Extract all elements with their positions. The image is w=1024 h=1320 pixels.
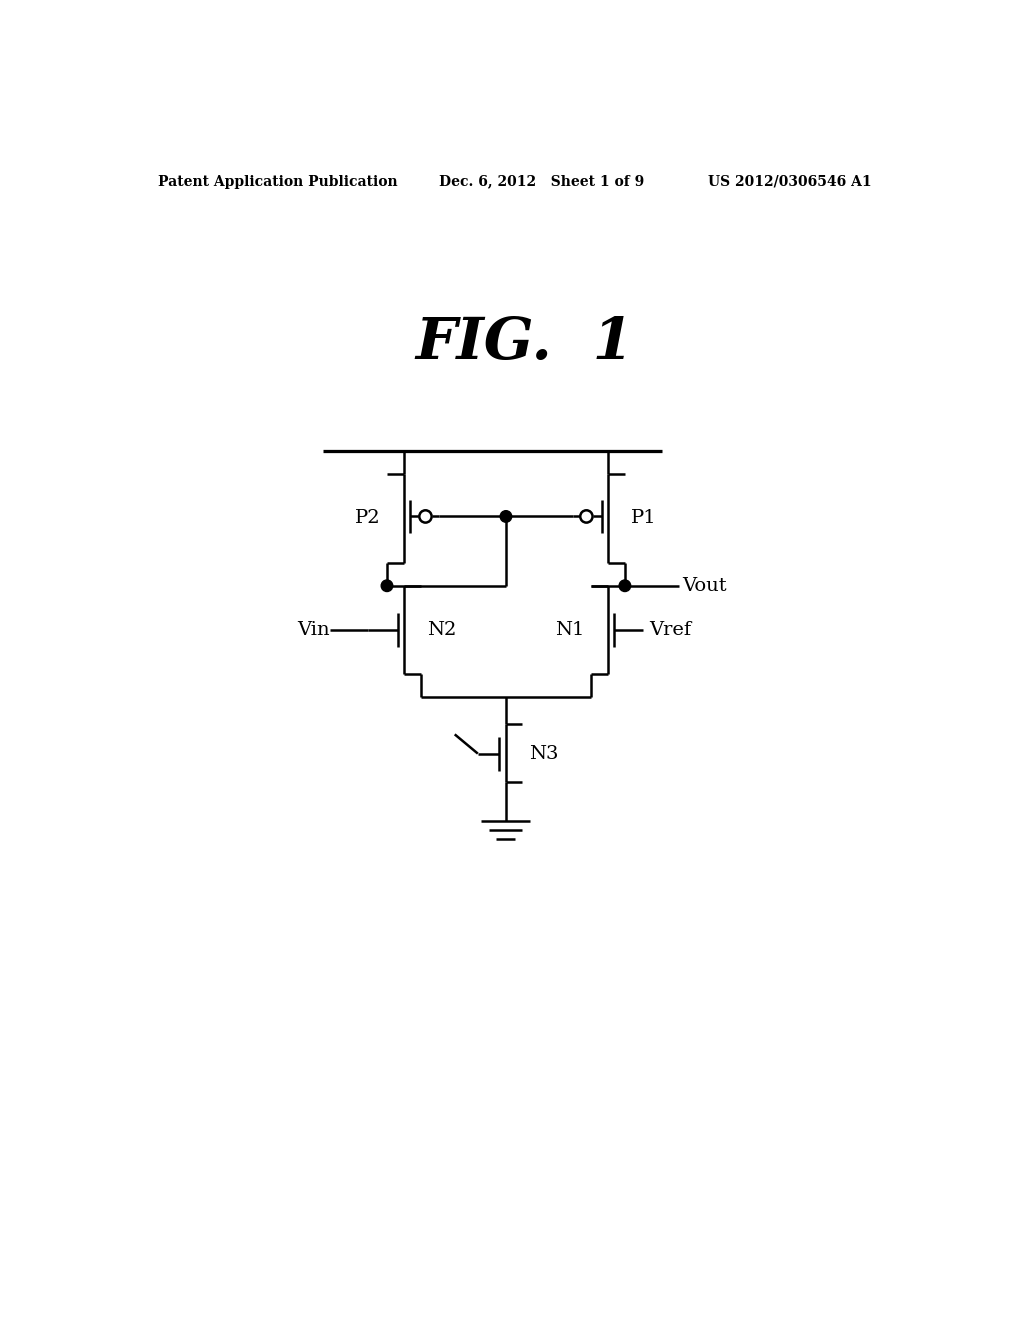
Text: Vout: Vout (683, 577, 727, 595)
Text: Vref: Vref (649, 622, 691, 639)
Circle shape (581, 511, 593, 523)
Text: P1: P1 (631, 510, 656, 528)
Text: US 2012/0306546 A1: US 2012/0306546 A1 (708, 174, 871, 189)
Circle shape (620, 579, 631, 591)
Text: Dec. 6, 2012   Sheet 1 of 9: Dec. 6, 2012 Sheet 1 of 9 (438, 174, 644, 189)
Text: Patent Application Publication: Patent Application Publication (158, 174, 397, 189)
Circle shape (381, 579, 393, 591)
Text: Vin: Vin (297, 622, 330, 639)
Text: N1: N1 (555, 620, 585, 639)
Text: N3: N3 (528, 744, 558, 763)
Text: P2: P2 (355, 510, 381, 528)
Text: FIG.  1: FIG. 1 (416, 315, 634, 371)
Circle shape (419, 511, 432, 523)
Text: N2: N2 (427, 620, 457, 639)
Circle shape (500, 511, 512, 523)
